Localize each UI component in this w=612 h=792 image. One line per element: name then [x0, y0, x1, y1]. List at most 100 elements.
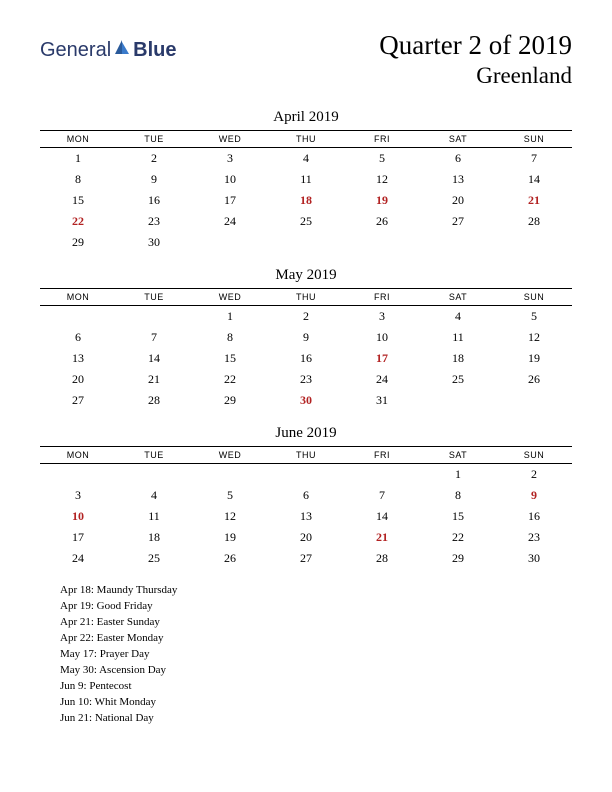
calendar-table: MONTUEWEDTHUFRISATSUN1234567891011121314… [40, 130, 572, 253]
calendar-day: 19 [344, 190, 420, 211]
calendar-day [40, 464, 116, 486]
calendar-day: 19 [496, 348, 572, 369]
calendar-day: 17 [344, 348, 420, 369]
calendar-day: 30 [496, 548, 572, 569]
holiday-entry: Apr 18: Maundy Thursday [60, 583, 572, 599]
calendar-day: 9 [116, 169, 192, 190]
calendar-day: 19 [192, 527, 268, 548]
calendar-day: 28 [344, 548, 420, 569]
calendar-day: 27 [268, 548, 344, 569]
calendar-day [496, 232, 572, 253]
calendar-day: 4 [268, 148, 344, 170]
calendar-day: 23 [116, 211, 192, 232]
calendar-day: 6 [268, 485, 344, 506]
calendar-day: 18 [268, 190, 344, 211]
calendar-day: 2 [116, 148, 192, 170]
weekday-header: SAT [420, 447, 496, 464]
weekday-header: WED [192, 289, 268, 306]
calendar-day: 9 [496, 485, 572, 506]
weekday-header: THU [268, 289, 344, 306]
calendar-day: 21 [116, 369, 192, 390]
logo-text-blue: Blue [133, 39, 176, 62]
calendar-day [344, 232, 420, 253]
calendar-day: 24 [40, 548, 116, 569]
calendar-row: 6789101112 [40, 327, 572, 348]
weekday-header: MON [40, 131, 116, 148]
calendar-day: 26 [496, 369, 572, 390]
calendar-day: 25 [420, 369, 496, 390]
calendar-day: 12 [192, 506, 268, 527]
weekday-header: SAT [420, 131, 496, 148]
calendar-table: MONTUEWEDTHUFRISATSUN1234567891011121314… [40, 446, 572, 569]
calendar-day [116, 306, 192, 328]
calendar-day: 6 [420, 148, 496, 170]
calendar-day: 3 [192, 148, 268, 170]
calendar-day: 16 [496, 506, 572, 527]
calendar-day: 27 [420, 211, 496, 232]
calendar-day: 25 [116, 548, 192, 569]
weekday-header: FRI [344, 289, 420, 306]
month-block: April 2019MONTUEWEDTHUFRISATSUN123456789… [40, 109, 572, 253]
calendar-day: 23 [268, 369, 344, 390]
calendar-day [420, 390, 496, 411]
holiday-entry: Apr 19: Good Friday [60, 599, 572, 615]
calendar-day: 7 [344, 485, 420, 506]
calendar-row: 17181920212223 [40, 527, 572, 548]
calendar-day: 4 [420, 306, 496, 328]
calendar-day: 29 [420, 548, 496, 569]
calendar-day: 11 [420, 327, 496, 348]
holiday-entry: Apr 21: Easter Sunday [60, 615, 572, 631]
calendar-day: 3 [344, 306, 420, 328]
month-title: May 2019 [40, 267, 572, 284]
calendar-day: 28 [116, 390, 192, 411]
calendar-day: 29 [192, 390, 268, 411]
calendar-day: 22 [420, 527, 496, 548]
calendar-day: 29 [40, 232, 116, 253]
logo-sail-icon [113, 38, 131, 62]
calendar-day: 16 [116, 190, 192, 211]
calendar-day: 20 [268, 527, 344, 548]
calendar-day: 6 [40, 327, 116, 348]
calendar-day [192, 464, 268, 486]
weekday-header: SUN [496, 131, 572, 148]
weekday-header: TUE [116, 289, 192, 306]
calendar-day: 30 [116, 232, 192, 253]
calendar-row: 10111213141516 [40, 506, 572, 527]
calendar-day [268, 464, 344, 486]
month-title: April 2019 [40, 109, 572, 126]
calendar-row: 13141516171819 [40, 348, 572, 369]
calendar-day [496, 390, 572, 411]
calendar-day: 11 [116, 506, 192, 527]
calendar-day: 24 [344, 369, 420, 390]
holidays-list: Apr 18: Maundy ThursdayApr 19: Good Frid… [60, 583, 572, 726]
calendar-day: 1 [192, 306, 268, 328]
month-block: June 2019MONTUEWEDTHUFRISATSUN1234567891… [40, 425, 572, 569]
calendar-row: 2930 [40, 232, 572, 253]
calendar-day: 12 [496, 327, 572, 348]
calendar-day: 11 [268, 169, 344, 190]
calendar-day: 10 [192, 169, 268, 190]
holiday-entry: Apr 22: Easter Monday [60, 631, 572, 647]
weekday-header: THU [268, 447, 344, 464]
calendar-day: 15 [40, 190, 116, 211]
calendar-day: 24 [192, 211, 268, 232]
calendar-day: 22 [192, 369, 268, 390]
calendar-day: 14 [116, 348, 192, 369]
calendar-day [268, 232, 344, 253]
title-block: Quarter 2 of 2019 Greenland [379, 30, 572, 89]
calendar-day: 5 [496, 306, 572, 328]
calendar-day: 30 [268, 390, 344, 411]
header: General Blue Quarter 2 of 2019 Greenland [40, 30, 572, 89]
calendar-day: 5 [344, 148, 420, 170]
calendar-day: 15 [192, 348, 268, 369]
calendar-row: 22232425262728 [40, 211, 572, 232]
calendar-day: 2 [496, 464, 572, 486]
calendar-day: 21 [496, 190, 572, 211]
calendar-day [420, 232, 496, 253]
holiday-entry: Jun 21: National Day [60, 711, 572, 727]
calendar-day: 5 [192, 485, 268, 506]
weekday-header: THU [268, 131, 344, 148]
weekday-header: WED [192, 447, 268, 464]
calendar-day: 20 [40, 369, 116, 390]
calendar-day: 18 [420, 348, 496, 369]
